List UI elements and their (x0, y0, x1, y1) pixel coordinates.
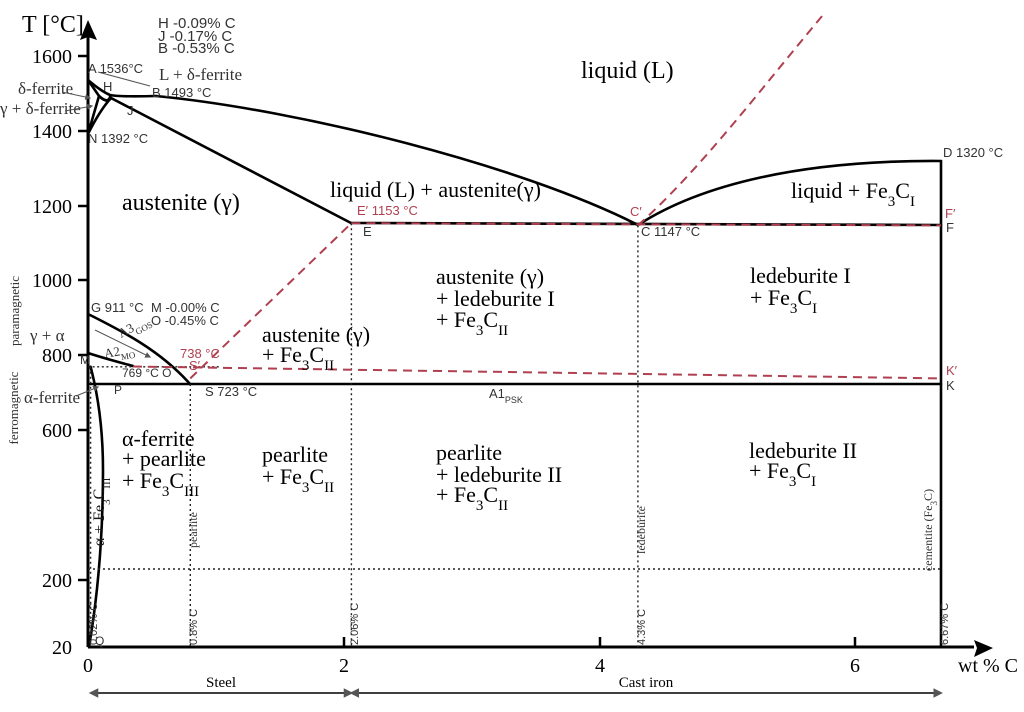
svg-text:4.3% C: 4.3% C (636, 609, 648, 645)
svg-text:F: F (946, 220, 954, 235)
svg-text:B 1493 °C: B 1493 °C (152, 85, 211, 100)
svg-text:6.67% C: 6.67% C (939, 603, 951, 645)
svg-text:Steel: Steel (206, 675, 236, 691)
svg-text:α-ferrite: α-ferrite (24, 388, 80, 407)
svg-text:C′: C′ (630, 204, 642, 219)
svg-text:S′: S′ (189, 358, 201, 373)
svg-text:2: 2 (339, 655, 349, 677)
svg-text:2.06% C: 2.06% C (349, 603, 361, 645)
svg-text:ferromagnetic: ferromagnetic (6, 371, 21, 444)
svg-text:S 723 °C: S 723 °C (205, 384, 257, 399)
svg-text:0: 0 (83, 655, 93, 677)
svg-text:6: 6 (850, 655, 860, 677)
svg-text:G 911 °C: G 911 °C (91, 300, 144, 315)
svg-text:B -0.53% C: B -0.53% C (158, 40, 235, 57)
svg-text:1400: 1400 (32, 121, 72, 143)
svg-text:P: P (114, 383, 122, 397)
svg-text:1600: 1600 (32, 46, 72, 68)
svg-text:H: H (103, 79, 112, 94)
svg-text:γ + α: γ + α (29, 326, 65, 345)
svg-text:C 1147 °C: C 1147 °C (641, 224, 700, 239)
svg-text:J: J (127, 103, 134, 118)
svg-text:M: M (80, 353, 90, 367)
svg-text:0.8% C: 0.8% C (188, 609, 200, 645)
svg-text:200: 200 (42, 570, 72, 592)
svg-text:T [°C]: T [°C] (22, 12, 84, 38)
svg-text:800: 800 (42, 345, 72, 367)
svg-text:wt % C: wt % C (958, 655, 1018, 677)
svg-text:E′ 1153 °C: E′ 1153 °C (357, 203, 418, 218)
svg-text:paramagnetic: paramagnetic (7, 276, 22, 346)
svg-text:1200: 1200 (32, 196, 72, 218)
svg-text:liquid (L) + austenite(γ): liquid (L) + austenite(γ) (330, 177, 541, 202)
svg-text:γ + δ-ferrite: γ + δ-ferrite (0, 99, 81, 118)
svg-text:F′: F′ (945, 206, 956, 221)
svg-text:600: 600 (42, 420, 72, 442)
svg-text:L + δ-ferrite: L + δ-ferrite (159, 65, 242, 84)
svg-text:ledeburite: ledeburite (634, 506, 648, 554)
svg-text:austenite (γ): austenite (γ) (122, 190, 240, 216)
svg-text:1000: 1000 (32, 270, 72, 292)
svg-text:pearlite: pearlite (186, 512, 200, 548)
svg-text:A 1536°C: A 1536°C (88, 61, 143, 76)
svg-text:N 1392 °C: N 1392 °C (88, 131, 148, 146)
svg-text:O -0.45% C: O -0.45% C (151, 313, 219, 328)
svg-text:769 °C O: 769 °C O (122, 366, 172, 380)
svg-text:K: K (946, 378, 955, 393)
svg-text:0.02% C: 0.02% C (88, 603, 100, 645)
svg-text:20: 20 (52, 637, 72, 659)
svg-text:E: E (363, 224, 372, 239)
svg-text:4: 4 (595, 655, 605, 677)
svg-text:liquid (L): liquid (L) (581, 58, 674, 84)
svg-text:Cast iron: Cast iron (619, 675, 674, 691)
svg-text:D 1320 °C: D 1320 °C (943, 145, 1003, 160)
svg-text:K′: K′ (946, 363, 958, 378)
svg-text:δ-ferrite: δ-ferrite (18, 79, 73, 98)
